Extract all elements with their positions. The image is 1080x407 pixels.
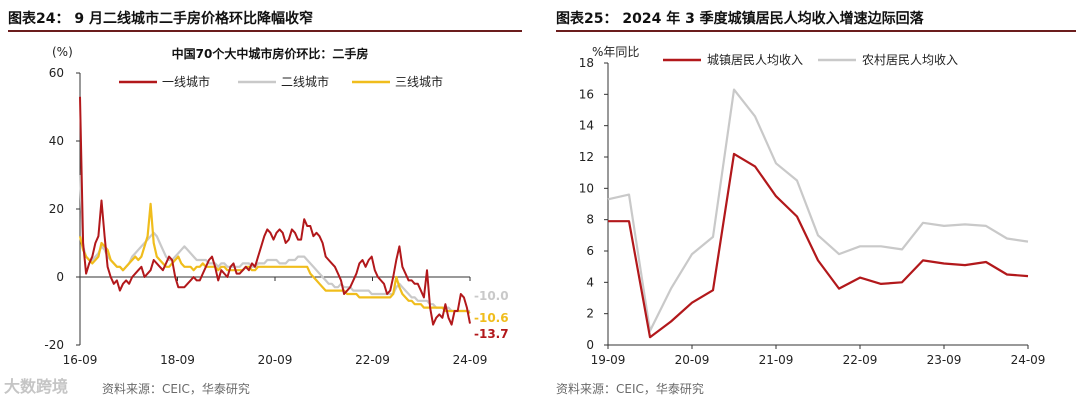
left-y-tick-label: 20 — [49, 202, 64, 216]
right-y-tick-label: 16 — [579, 87, 594, 101]
left-series-line — [79, 96, 471, 326]
right-legend-label: 城镇居民人均收入 — [707, 53, 803, 67]
right-series-line — [607, 88, 1029, 332]
left-legend-label: 一线城市 — [162, 74, 210, 89]
left-x-tick-label: 16-09 — [63, 353, 98, 367]
left-title-rule — [8, 30, 522, 32]
left-y-tick-label: 0 — [56, 270, 64, 284]
right-y-tick-label: 4 — [586, 275, 594, 289]
right-x-tick-label: 20-09 — [675, 353, 710, 367]
right-y-axis-label: %年同比 — [592, 45, 639, 59]
right-chart: 0 2 4 6 8 10 12 14 16 18%年同比 19-09 20-09 21-09 22-09 2… — [579, 45, 1046, 367]
right-title-rule — [556, 30, 1076, 32]
right-x-tick-label: 23-09 — [927, 353, 962, 367]
left-y-tick-label: 60 — [49, 66, 64, 80]
right-y-tick-label: 10 — [579, 181, 594, 195]
left-x-tick-label: 24-09 — [453, 353, 488, 367]
left-x-tick-label: 22-09 — [355, 353, 390, 367]
right-legend-label: 农村居民人均收入 — [862, 53, 958, 67]
left-series-line — [78, 174, 470, 313]
right-panel: 图表25： 2024 年 3 季度城镇居民人均收入增速边际回落 0 2 4 6 8 10 1… — [548, 0, 1080, 407]
left-legend-label: 三线城市 — [395, 74, 443, 89]
left-y-axis-label: (%) — [52, 45, 73, 59]
left-y-tick-label: 40 — [49, 134, 64, 148]
left-panel: 图表24： 9 月二线城市二手房价格环比降幅收窄 -20 0 20 40 60 (%) 16… — [0, 0, 530, 407]
watermark: 大数跨境 — [4, 377, 69, 396]
left-x-tick-label: 18-09 — [160, 353, 195, 367]
right-x-tick-label: 24-09 — [1011, 353, 1046, 367]
left-end-label: -13.7 — [474, 327, 509, 341]
left-end-label: -10.6 — [474, 311, 509, 325]
left-y-tick-label: -20 — [44, 338, 64, 352]
left-chart: -20 0 20 40 60 (%) 16-09 18-09 20-09 22-09 24-09 中国… — [44, 45, 509, 367]
right-y-tick-label: 8 — [586, 213, 594, 227]
right-series-line — [608, 152, 1029, 339]
left-source: 资料来源：CEIC，华泰研究 — [102, 382, 250, 396]
left-x-tick-label: 20-09 — [258, 353, 293, 367]
right-y-tick-label: 6 — [586, 244, 594, 258]
right-y-tick-label: 0 — [586, 338, 594, 352]
right-x-tick-label: 22-09 — [843, 353, 878, 367]
right-x-tick-label: 19-09 — [591, 353, 626, 367]
right-panel-title: 图表25： 2024 年 3 季度城镇居民人均收入增速边际回落 — [556, 11, 924, 27]
right-y-tick-label: 12 — [579, 150, 594, 164]
right-y-tick-label: 14 — [579, 119, 594, 133]
left-chart-title: 中国70个大中城市房价环比：二手房 — [172, 46, 369, 61]
left-series-line — [78, 202, 471, 314]
right-y-tick-label: 2 — [586, 307, 594, 321]
right-x-tick-label: 21-09 — [759, 353, 794, 367]
right-y-tick-label: 18 — [579, 56, 594, 70]
left-end-label: -10.0 — [474, 289, 509, 303]
left-panel-title: 图表24： 9 月二线城市二手房价格环比降幅收窄 — [8, 11, 313, 27]
left-legend-label: 二线城市 — [281, 74, 329, 89]
right-source: 资料来源：CEIC，华泰研究 — [556, 382, 704, 396]
